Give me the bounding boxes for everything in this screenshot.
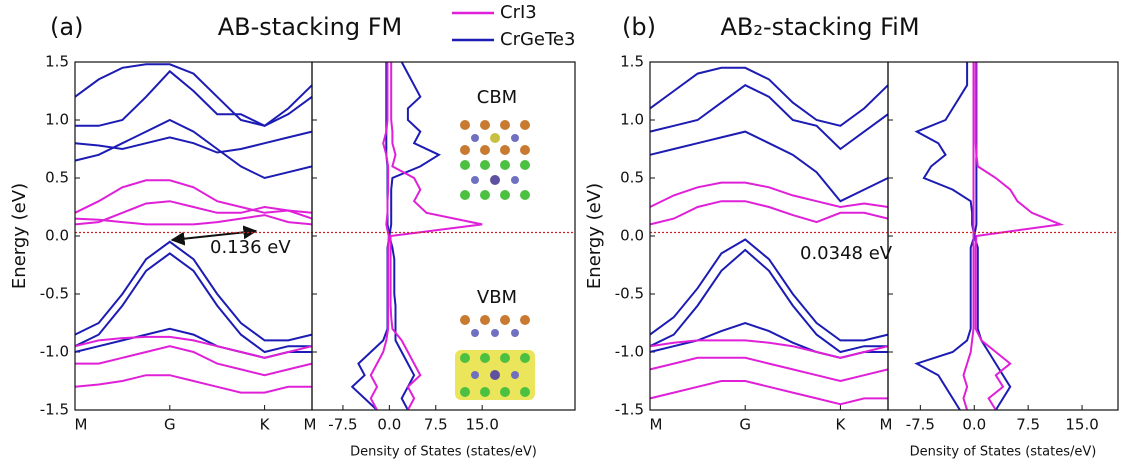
x-tick-label: M [75, 416, 88, 434]
x-tick-label: 0.0 [962, 416, 986, 434]
vbm-inset [455, 315, 535, 400]
y-tick-label: 0.5 [45, 169, 69, 187]
band-line [649, 380, 888, 406]
x-tick-label: M [304, 416, 317, 434]
x-axis-label: Density of States (states/eV) [910, 445, 1097, 460]
y-tick-label: 0.0 [620, 227, 644, 245]
gap-arrow [170, 225, 258, 246]
band-line [649, 200, 889, 226]
y-tick-label: 1.5 [45, 53, 69, 71]
gap-label: 0.0348 eV [800, 243, 893, 264]
band-line [74, 214, 313, 226]
band-line [74, 374, 312, 394]
legend-label: CrI3 [500, 2, 537, 23]
dos-frame [311, 61, 576, 411]
band-frame [649, 61, 889, 411]
gap-label: 0.136 eV [210, 237, 291, 258]
panel-label: (a) [50, 13, 83, 41]
x-tick-label: -7.5 [328, 416, 357, 434]
x-tick-label: 15.0 [465, 416, 498, 434]
band-line [74, 200, 313, 226]
y-tick-label: -1.0 [40, 343, 69, 361]
y-tick-label: 0.0 [45, 227, 69, 245]
y-tick-label: 1.0 [620, 111, 644, 129]
x-tick-label: -7.5 [906, 416, 935, 434]
y-tick-label: 1.5 [620, 53, 644, 71]
band-line [649, 181, 889, 209]
x-tick-label: 7.5 [1016, 416, 1040, 434]
panel-label: (b) [622, 13, 656, 41]
band-line [74, 252, 312, 354]
cbm-inset [455, 118, 535, 200]
panel-title: AB₂-stacking FiM [720, 13, 919, 41]
y-tick-label: -1.5 [615, 401, 644, 419]
band-line [74, 63, 313, 127]
y-tick-label: -1.5 [40, 401, 69, 419]
band-line [649, 130, 889, 203]
x-tick-label: M [880, 416, 893, 434]
x-axis-label: Density of States (states/eV) [350, 445, 537, 460]
x-tick-label: 7.5 [424, 416, 448, 434]
dos-line [974, 62, 1065, 411]
x-tick-label: K [835, 416, 846, 434]
legend-label: CrGeTe3 [500, 29, 575, 50]
x-tick-label: K [260, 416, 271, 434]
inset-label: CBM [477, 87, 517, 108]
y-axis-label: Energy (eV) [9, 183, 30, 289]
x-tick-label: 15.0 [1065, 416, 1098, 434]
band-line [74, 327, 312, 359]
dos-frame [887, 61, 1119, 411]
dos-line [350, 62, 391, 411]
y-tick-label: 0.5 [620, 169, 644, 187]
band-line [74, 240, 313, 342]
band-line [75, 69, 313, 127]
x-tick-label: G [739, 416, 751, 434]
band-line [74, 179, 313, 214]
x-tick-label: G [164, 416, 176, 434]
y-axis-label: Energy (eV) [584, 183, 605, 289]
band-line [649, 356, 889, 383]
panel-title: AB-stacking FM [218, 13, 403, 41]
x-tick-label: M [650, 416, 663, 434]
band-line [649, 66, 889, 127]
band-line [649, 238, 889, 342]
dos-line [369, 62, 390, 411]
y-tick-label: 1.0 [45, 111, 69, 129]
band-line [74, 335, 313, 359]
dos-line [389, 62, 483, 411]
band-line [649, 248, 888, 354]
band-line [649, 84, 889, 151]
y-tick-label: -0.5 [615, 285, 644, 303]
y-tick-label: -1.0 [615, 343, 644, 361]
band-line [74, 118, 313, 180]
dos-line [914, 62, 976, 411]
band-line [649, 339, 889, 359]
inset-label: VBM [477, 287, 517, 308]
x-tick-label: 0.0 [377, 416, 401, 434]
y-tick-label: -0.5 [40, 285, 69, 303]
dos-line [962, 62, 975, 411]
band-frame [74, 61, 313, 411]
band-line [75, 345, 313, 377]
